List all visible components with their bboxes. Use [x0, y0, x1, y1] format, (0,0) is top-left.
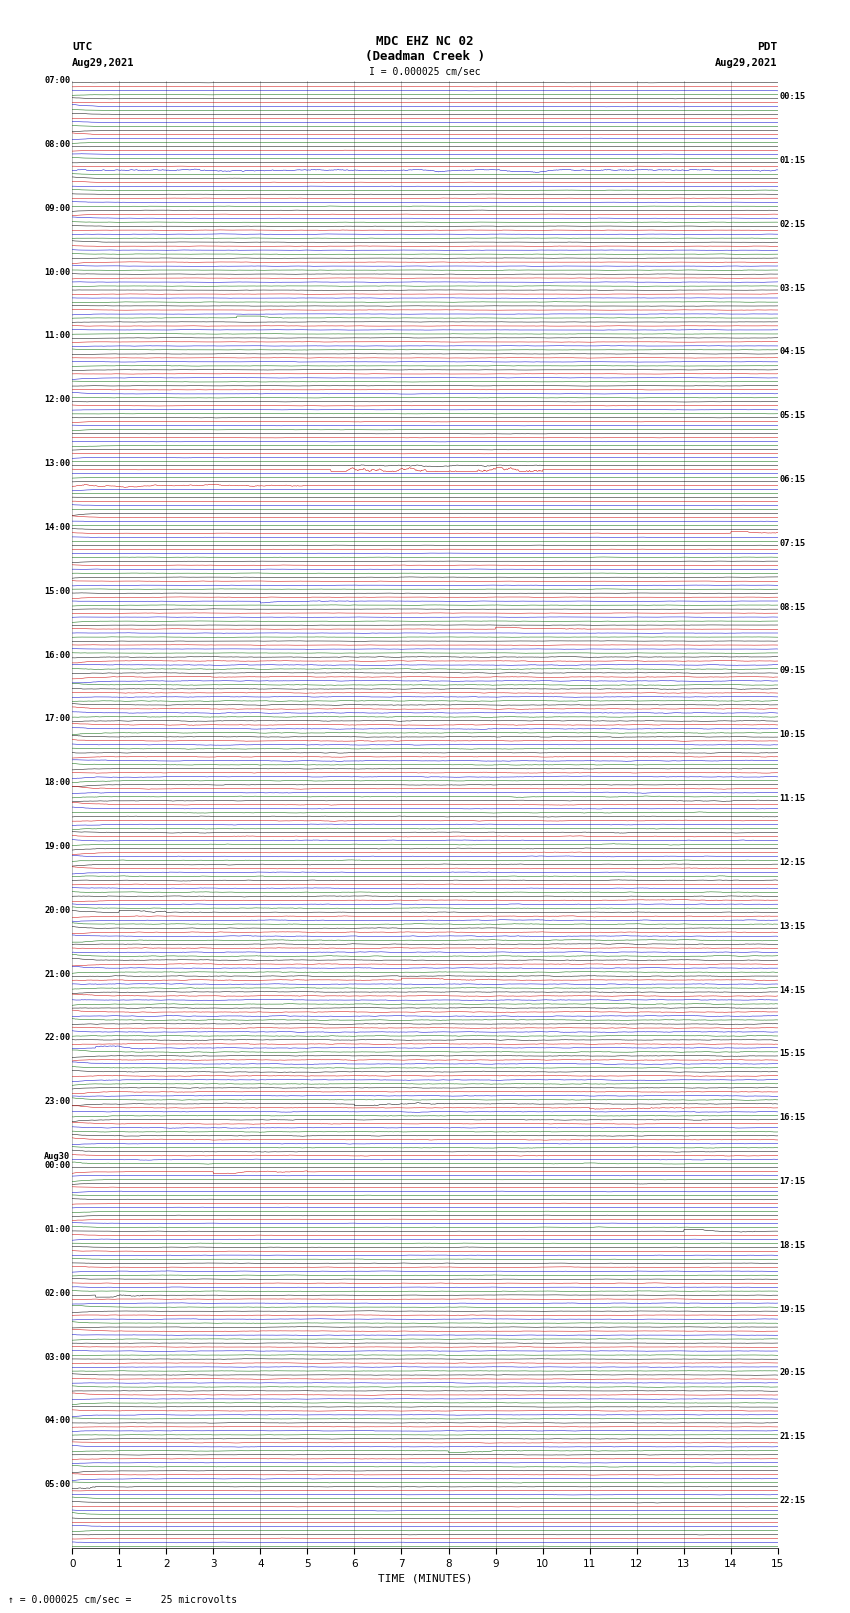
Text: 15:15: 15:15 — [779, 1050, 806, 1058]
Text: 05:15: 05:15 — [779, 411, 806, 421]
Text: 16:15: 16:15 — [779, 1113, 806, 1123]
Text: (Deadman Creek ): (Deadman Creek ) — [365, 50, 485, 63]
Text: 11:15: 11:15 — [779, 794, 806, 803]
Text: 14:00: 14:00 — [44, 523, 71, 532]
Text: 19:15: 19:15 — [779, 1305, 806, 1313]
Text: 06:15: 06:15 — [779, 474, 806, 484]
Text: ↑ = 0.000025 cm/sec =     25 microvolts: ↑ = 0.000025 cm/sec = 25 microvolts — [8, 1595, 238, 1605]
Text: 10:15: 10:15 — [779, 731, 806, 739]
Text: 01:15: 01:15 — [779, 156, 806, 165]
Text: 04:15: 04:15 — [779, 347, 806, 356]
Text: Aug29,2021: Aug29,2021 — [72, 58, 135, 68]
Text: 11:00: 11:00 — [44, 331, 71, 340]
Text: 03:00: 03:00 — [44, 1353, 71, 1361]
Text: 00:00: 00:00 — [44, 1161, 71, 1169]
Text: 07:00: 07:00 — [44, 76, 71, 85]
Text: 12:00: 12:00 — [44, 395, 71, 405]
Text: 09:15: 09:15 — [779, 666, 806, 676]
Text: 00:15: 00:15 — [779, 92, 806, 102]
Text: 08:00: 08:00 — [44, 140, 71, 148]
Text: 20:15: 20:15 — [779, 1368, 806, 1378]
Text: 17:15: 17:15 — [779, 1177, 806, 1186]
Text: 12:15: 12:15 — [779, 858, 806, 866]
Text: 20:00: 20:00 — [44, 907, 71, 915]
Text: 08:15: 08:15 — [779, 603, 806, 611]
Text: UTC: UTC — [72, 42, 93, 52]
Text: 19:00: 19:00 — [44, 842, 71, 852]
Text: 01:00: 01:00 — [44, 1224, 71, 1234]
Text: 17:00: 17:00 — [44, 715, 71, 723]
Text: 18:00: 18:00 — [44, 777, 71, 787]
Text: 14:15: 14:15 — [779, 986, 806, 995]
Text: I = 0.000025 cm/sec: I = 0.000025 cm/sec — [369, 68, 481, 77]
Text: 22:15: 22:15 — [779, 1497, 806, 1505]
Text: 03:15: 03:15 — [779, 284, 806, 292]
Text: 23:00: 23:00 — [44, 1097, 71, 1107]
Text: 21:15: 21:15 — [779, 1432, 806, 1442]
Text: 13:15: 13:15 — [779, 921, 806, 931]
Text: Aug30: Aug30 — [44, 1152, 71, 1161]
Text: Aug29,2021: Aug29,2021 — [715, 58, 778, 68]
Text: 21:00: 21:00 — [44, 969, 71, 979]
Text: 07:15: 07:15 — [779, 539, 806, 548]
Text: 18:15: 18:15 — [779, 1240, 806, 1250]
Text: 16:00: 16:00 — [44, 650, 71, 660]
Text: 22:00: 22:00 — [44, 1034, 71, 1042]
Text: 10:00: 10:00 — [44, 268, 71, 276]
Text: 15:00: 15:00 — [44, 587, 71, 595]
Text: PDT: PDT — [757, 42, 778, 52]
Text: 02:00: 02:00 — [44, 1289, 71, 1298]
Text: 09:00: 09:00 — [44, 203, 71, 213]
Text: 04:00: 04:00 — [44, 1416, 71, 1426]
Text: MDC EHZ NC 02: MDC EHZ NC 02 — [377, 35, 473, 48]
Text: 05:00: 05:00 — [44, 1481, 71, 1489]
Text: 13:00: 13:00 — [44, 460, 71, 468]
X-axis label: TIME (MINUTES): TIME (MINUTES) — [377, 1573, 473, 1582]
Text: 02:15: 02:15 — [779, 219, 806, 229]
